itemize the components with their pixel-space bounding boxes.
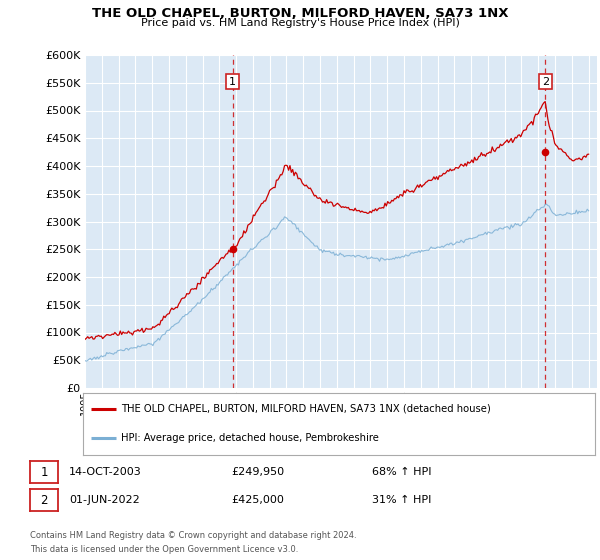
Text: 1: 1	[40, 465, 48, 478]
Text: 2: 2	[40, 493, 48, 506]
Text: £249,950: £249,950	[231, 467, 284, 477]
Text: THE OLD CHAPEL, BURTON, MILFORD HAVEN, SA73 1NX: THE OLD CHAPEL, BURTON, MILFORD HAVEN, S…	[92, 7, 508, 20]
Text: 1: 1	[229, 77, 236, 87]
Text: Price paid vs. HM Land Registry's House Price Index (HPI): Price paid vs. HM Land Registry's House …	[140, 18, 460, 29]
Text: 31% ↑ HPI: 31% ↑ HPI	[372, 495, 431, 505]
Text: £425,000: £425,000	[231, 495, 284, 505]
Text: Contains HM Land Registry data © Crown copyright and database right 2024.: Contains HM Land Registry data © Crown c…	[30, 530, 356, 539]
Text: 2: 2	[542, 77, 549, 87]
Text: 01-JUN-2022: 01-JUN-2022	[69, 495, 140, 505]
Text: THE OLD CHAPEL, BURTON, MILFORD HAVEN, SA73 1NX (detached house): THE OLD CHAPEL, BURTON, MILFORD HAVEN, S…	[121, 404, 491, 413]
Text: This data is licensed under the Open Government Licence v3.0.: This data is licensed under the Open Gov…	[30, 545, 298, 554]
Text: HPI: Average price, detached house, Pembrokeshire: HPI: Average price, detached house, Pemb…	[121, 433, 379, 442]
Text: 14-OCT-2003: 14-OCT-2003	[69, 467, 142, 477]
Text: 68% ↑ HPI: 68% ↑ HPI	[372, 467, 431, 477]
